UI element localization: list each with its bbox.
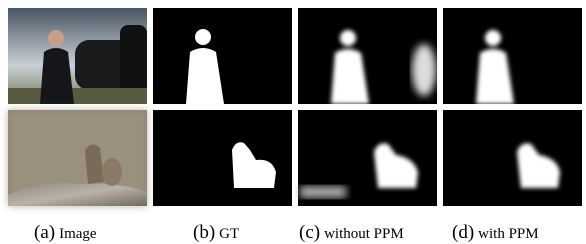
caption-part: (c) bbox=[299, 222, 320, 243]
caption-part: GT bbox=[219, 226, 239, 242]
caption-part: (b) bbox=[193, 222, 215, 243]
caption-part: Image bbox=[59, 226, 97, 242]
mask-gt-squirrel bbox=[153, 110, 292, 206]
mask-without-ppm-person bbox=[298, 8, 437, 104]
mask-with-ppm-person bbox=[443, 8, 582, 104]
caption: (c) without PPM bbox=[299, 222, 404, 243]
caption: (b) GT bbox=[193, 222, 239, 243]
photo-train bbox=[8, 8, 147, 104]
mask-with-ppm-squirrel bbox=[443, 110, 582, 206]
caption-part: with PPM bbox=[478, 226, 538, 242]
caption-part: (d) bbox=[452, 222, 474, 243]
caption: (d) with PPM bbox=[452, 222, 539, 243]
caption-part: without PPM bbox=[324, 226, 404, 242]
caption-part: (a) bbox=[34, 222, 55, 243]
figure: (a) Image (b) GT (c) without PPM (d) wit… bbox=[0, 0, 586, 244]
caption: (a) Image bbox=[34, 222, 97, 243]
photo-squirrel bbox=[8, 110, 147, 206]
mask-gt-person bbox=[153, 8, 292, 104]
mask-without-ppm-squirrel bbox=[298, 110, 437, 206]
